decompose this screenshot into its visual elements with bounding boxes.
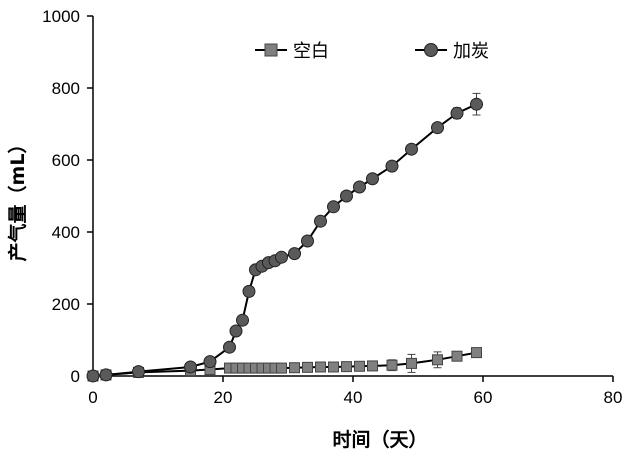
data-point-blank (290, 363, 300, 373)
data-point-carbon (204, 356, 216, 368)
data-point-carbon (87, 370, 99, 382)
data-point-blank (472, 348, 482, 358)
data-point-carbon (185, 361, 197, 373)
data-point-carbon (354, 181, 366, 193)
x-tick-label: 40 (344, 388, 363, 407)
data-point-carbon (133, 366, 145, 378)
data-point-carbon (289, 248, 301, 260)
data-point-blank (452, 351, 462, 361)
data-point-carbon (230, 325, 242, 337)
y-tick-label: 600 (52, 151, 80, 170)
x-tick-label: 0 (88, 388, 97, 407)
series-carbon (87, 93, 483, 382)
data-point-blank (277, 363, 287, 373)
data-point-carbon (451, 107, 463, 119)
data-point-carbon (386, 160, 398, 172)
x-tick-label: 60 (474, 388, 493, 407)
series-line-carbon (93, 104, 477, 376)
x-tick-label: 20 (214, 388, 233, 407)
y-tick-label: 1000 (42, 7, 80, 26)
data-point-carbon (237, 314, 249, 326)
data-point-carbon (432, 122, 444, 134)
x-axis-title: 时间（天） (332, 428, 427, 451)
data-point-carbon (367, 173, 379, 185)
y-axis-title: 产气量（mL） (6, 135, 29, 262)
data-point-carbon (406, 143, 418, 155)
legend-label-carbon: 加炭 (453, 41, 489, 62)
data-point-carbon (224, 341, 236, 353)
data-point-blank (368, 361, 378, 371)
y-tick-label: 0 (71, 367, 80, 386)
data-point-blank (316, 362, 326, 372)
legend-marker-carbon (425, 44, 438, 57)
data-point-carbon (276, 251, 288, 263)
data-point-carbon (243, 285, 255, 297)
data-point-carbon (341, 190, 353, 202)
data-point-blank (329, 362, 339, 372)
data-point-carbon (315, 215, 327, 227)
y-tick-label: 400 (52, 223, 80, 242)
y-tick-label: 800 (52, 79, 80, 98)
data-point-blank (407, 358, 417, 368)
data-point-carbon (328, 201, 340, 213)
legend-marker-blank (265, 44, 277, 56)
legend: 空白 加炭 (255, 41, 489, 62)
x-tick-label: 80 (604, 388, 623, 407)
data-point-blank (433, 355, 443, 365)
data-point-carbon (302, 235, 314, 247)
data-point-blank (342, 362, 352, 372)
y-tick-label: 200 (52, 295, 80, 314)
data-point-blank (387, 360, 397, 370)
data-point-blank (355, 361, 365, 371)
data-point-carbon (471, 98, 483, 110)
data-point-blank (303, 362, 313, 372)
data-point-carbon (100, 369, 112, 381)
legend-label-blank: 空白 (293, 41, 329, 62)
series-layer (87, 93, 483, 382)
